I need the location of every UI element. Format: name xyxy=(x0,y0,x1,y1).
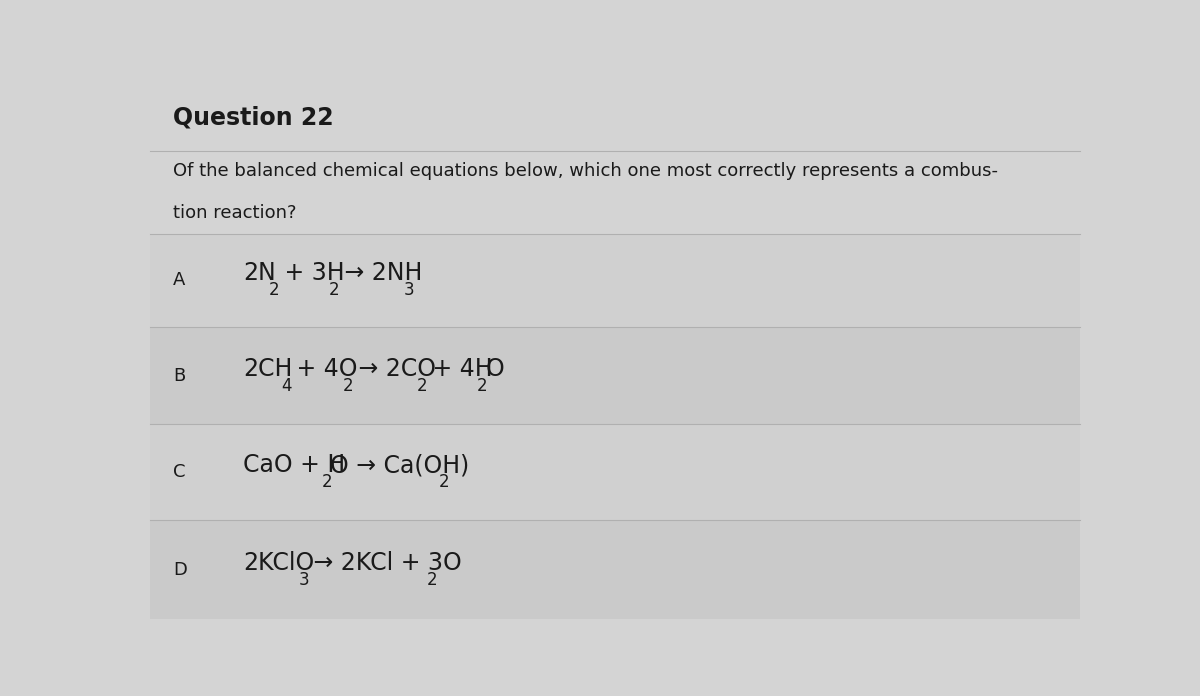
Text: + 3H: + 3H xyxy=(277,262,344,285)
Text: 3: 3 xyxy=(403,281,414,299)
Text: 2: 2 xyxy=(478,377,488,395)
Text: C: C xyxy=(173,463,186,481)
Bar xyxy=(150,327,1080,424)
Text: CaO + H: CaO + H xyxy=(242,453,346,477)
Text: O: O xyxy=(486,356,504,381)
Text: 2: 2 xyxy=(438,473,449,491)
Text: 2CH: 2CH xyxy=(242,356,293,381)
Text: Question 22: Question 22 xyxy=(173,105,334,129)
Text: 2: 2 xyxy=(416,377,427,395)
Bar xyxy=(150,150,1080,234)
Text: B: B xyxy=(173,367,186,385)
Bar xyxy=(150,521,1080,619)
Text: 2KClO: 2KClO xyxy=(242,551,314,575)
Text: 2N: 2N xyxy=(242,262,276,285)
Text: tion reaction?: tion reaction? xyxy=(173,205,296,223)
Bar xyxy=(150,424,1080,521)
Text: O → Ca(OH): O → Ca(OH) xyxy=(330,453,469,477)
Text: → 2CO: → 2CO xyxy=(350,356,436,381)
Text: 2: 2 xyxy=(342,377,353,395)
Text: D: D xyxy=(173,561,187,579)
Text: 3: 3 xyxy=(299,571,308,589)
Text: + 4H: + 4H xyxy=(425,356,492,381)
Text: → 2NH: → 2NH xyxy=(337,262,422,285)
Text: 4: 4 xyxy=(281,377,292,395)
Bar xyxy=(150,84,1080,150)
Bar xyxy=(150,234,1080,327)
Text: 2: 2 xyxy=(329,281,340,299)
Text: → 2KCl + 3O: → 2KCl + 3O xyxy=(306,551,462,575)
Text: 2: 2 xyxy=(323,473,332,491)
Text: + 4O: + 4O xyxy=(289,356,358,381)
Text: 2: 2 xyxy=(269,281,280,299)
Text: 2: 2 xyxy=(427,571,438,589)
Text: Of the balanced chemical equations below, which one most correctly represents a : Of the balanced chemical equations below… xyxy=(173,161,998,180)
Text: A: A xyxy=(173,271,186,290)
